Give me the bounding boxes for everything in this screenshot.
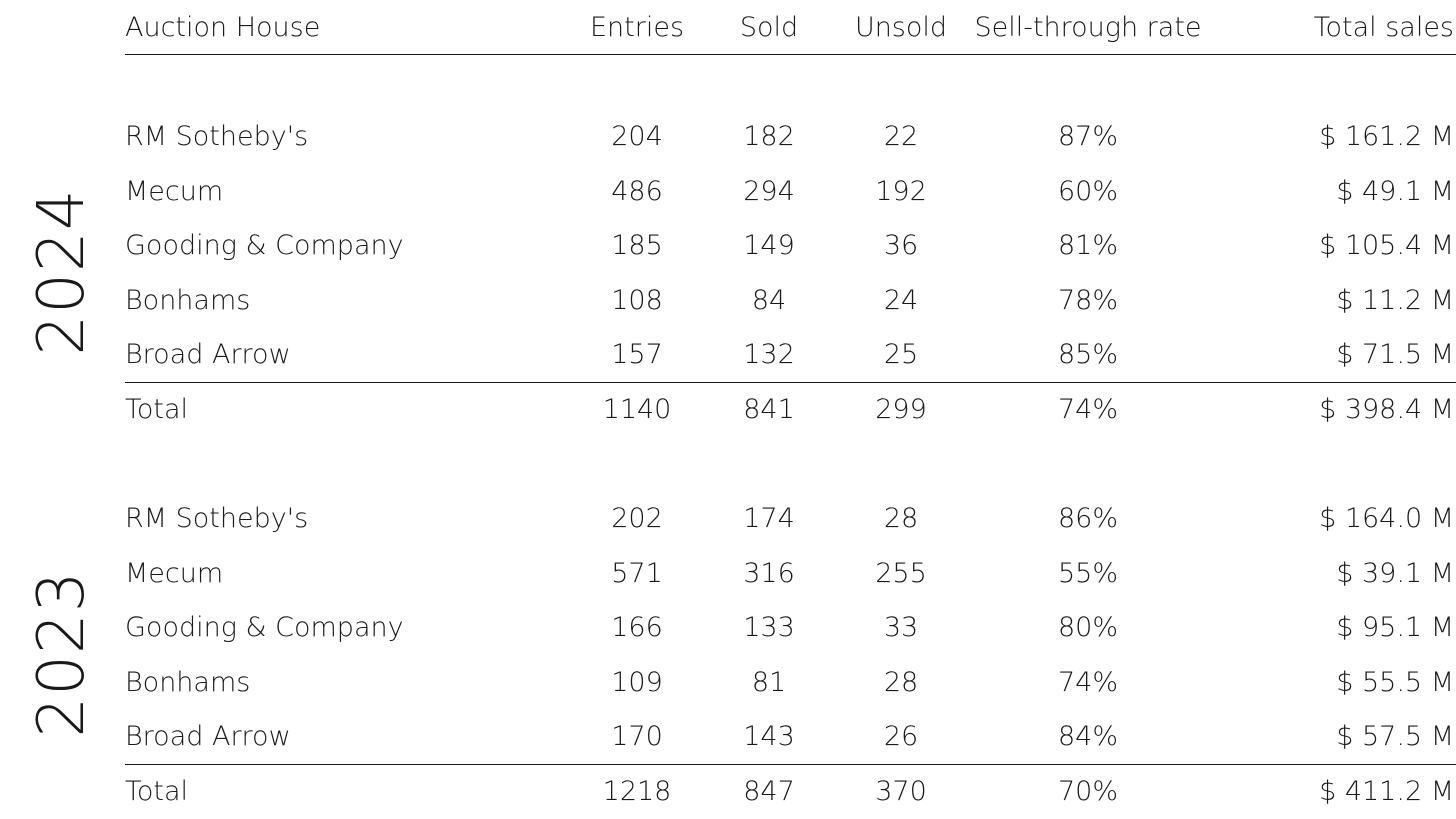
total-sold: 847 <box>743 776 795 807</box>
total-entries: 1140 <box>602 394 672 425</box>
row-house: Broad Arrow <box>125 339 291 370</box>
header-entries: Entries <box>589 12 685 43</box>
row-house: RM Sotheby's <box>125 503 309 534</box>
row-sales: $ 105.4 M <box>1319 230 1454 261</box>
row-house: Bonhams <box>125 667 251 698</box>
row-rate: 87% <box>1057 121 1118 152</box>
row-unsold: 36 <box>883 230 919 261</box>
total-sold: 841 <box>743 394 795 425</box>
total-label: Total <box>125 776 189 807</box>
row-entries: 486 <box>611 176 663 207</box>
row-rate: 78% <box>1057 285 1118 316</box>
row-rate: 81% <box>1057 230 1118 261</box>
row-house: Gooding & Company <box>125 612 404 643</box>
row-unsold: 22 <box>883 121 919 152</box>
total-label: Total <box>125 394 189 425</box>
row-sold: 149 <box>743 230 795 261</box>
total-unsold: 299 <box>875 394 927 425</box>
total-sales: $ 398.4 M <box>1319 394 1454 425</box>
row-sold: 143 <box>743 721 795 752</box>
row-entries: 108 <box>611 285 663 316</box>
row-sales: $ 164.0 M <box>1319 503 1454 534</box>
row-house: Gooding & Company <box>125 230 404 261</box>
row-sold: 174 <box>743 503 795 534</box>
total-unsold: 370 <box>875 776 927 807</box>
row-rate: 84% <box>1057 721 1118 752</box>
row-entries: 185 <box>611 230 663 261</box>
row-sales: $ 57.5 M <box>1336 721 1454 752</box>
header-unsold: Unsold <box>854 12 948 43</box>
row-entries: 157 <box>611 339 663 370</box>
total-divider <box>125 382 1456 383</box>
row-unsold: 255 <box>875 558 927 589</box>
row-unsold: 28 <box>883 667 919 698</box>
row-unsold: 33 <box>883 612 919 643</box>
header-sell-through-rate: Sell-through rate <box>974 12 1202 43</box>
row-rate: 86% <box>1057 503 1118 534</box>
total-entries: 1218 <box>602 776 672 807</box>
row-rate: 80% <box>1057 612 1118 643</box>
row-sold: 132 <box>743 339 795 370</box>
row-sales: $ 49.1 M <box>1336 176 1454 207</box>
row-house: Broad Arrow <box>125 721 291 752</box>
row-rate: 55% <box>1057 558 1118 589</box>
row-rate: 60% <box>1057 176 1118 207</box>
row-entries: 204 <box>611 121 663 152</box>
total-sales: $ 411.2 M <box>1319 776 1454 807</box>
row-entries: 170 <box>611 721 663 752</box>
row-house: Mecum <box>125 176 224 207</box>
row-rate: 74% <box>1057 667 1118 698</box>
year-label-2024: 2024 <box>25 188 99 356</box>
header-divider <box>125 54 1456 55</box>
row-entries: 202 <box>611 503 663 534</box>
row-house: Mecum <box>125 558 224 589</box>
row-house: Bonhams <box>125 285 251 316</box>
row-unsold: 192 <box>875 176 927 207</box>
row-unsold: 26 <box>883 721 919 752</box>
total-divider <box>125 764 1456 765</box>
header-total-sales: Total sales <box>1313 12 1454 43</box>
row-unsold: 24 <box>883 285 919 316</box>
row-sold: 84 <box>751 285 787 316</box>
row-unsold: 25 <box>883 339 919 370</box>
row-sales: $ 55.5 M <box>1336 667 1454 698</box>
header-auction-house: Auction House <box>125 12 321 43</box>
row-unsold: 28 <box>883 503 919 534</box>
row-sales: $ 71.5 M <box>1336 339 1454 370</box>
total-rate: 70% <box>1057 776 1118 807</box>
total-rate: 74% <box>1057 394 1118 425</box>
row-sales: $ 161.2 M <box>1319 121 1454 152</box>
row-sales: $ 95.1 M <box>1336 612 1454 643</box>
year-label-2023: 2023 <box>25 570 99 738</box>
header-sold: Sold <box>739 12 799 43</box>
row-house: RM Sotheby's <box>125 121 309 152</box>
row-entries: 166 <box>611 612 663 643</box>
row-entries: 109 <box>611 667 663 698</box>
row-sold: 81 <box>751 667 787 698</box>
row-sold: 294 <box>743 176 795 207</box>
row-sold: 182 <box>743 121 795 152</box>
row-rate: 85% <box>1057 339 1118 370</box>
row-entries: 571 <box>611 558 663 589</box>
row-sold: 133 <box>743 612 795 643</box>
row-sales: $ 39.1 M <box>1336 558 1454 589</box>
row-sales: $ 11.2 M <box>1336 285 1454 316</box>
row-sold: 316 <box>743 558 795 589</box>
